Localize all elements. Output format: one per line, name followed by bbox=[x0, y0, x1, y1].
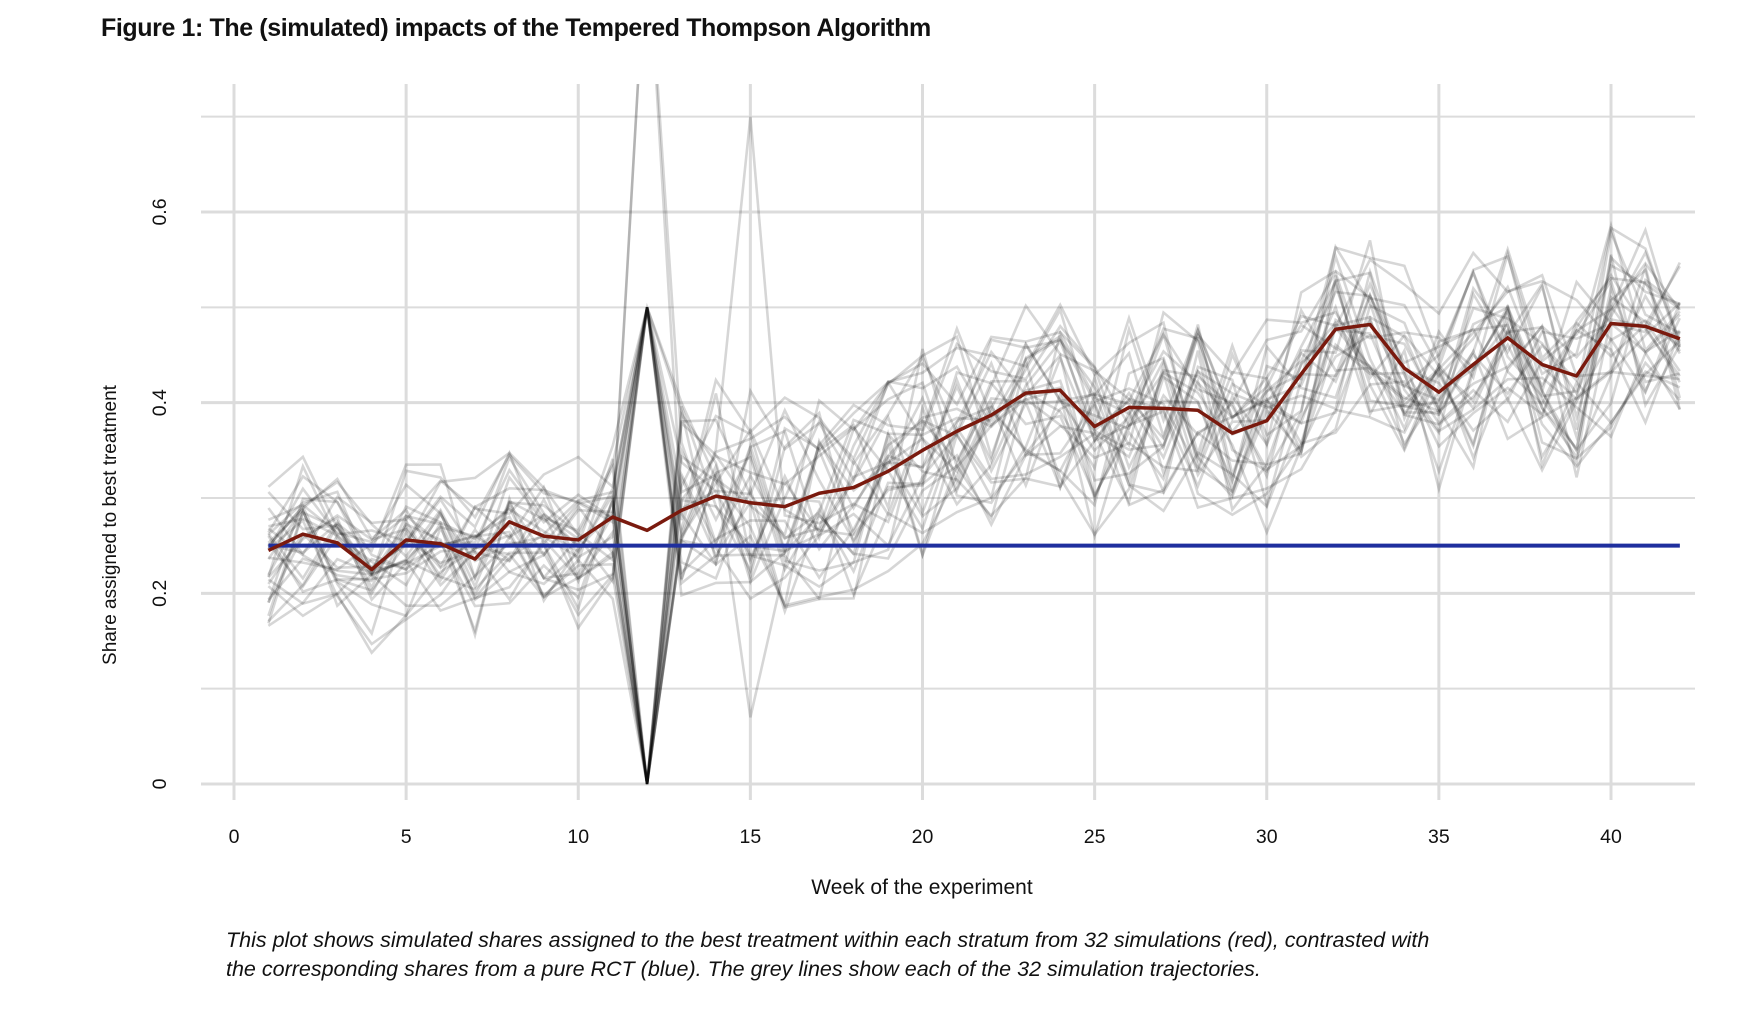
trajectory-line bbox=[267, 263, 1681, 636]
y-tick-label: 0.6 bbox=[149, 198, 171, 225]
trajectory-line bbox=[268, 225, 1682, 583]
caption-line: the corresponding shares from a pure RCT… bbox=[226, 957, 1261, 981]
trajectory-line bbox=[267, 84, 1681, 581]
series-lines bbox=[267, 321, 1681, 572]
line-chart: 0 5 10 15 20 25 30 35 40 0 0.2 0.4 0.6 Week of the … bbox=[100, 84, 1695, 899]
x-tick-label: 30 bbox=[1256, 826, 1278, 848]
trajectory-line bbox=[267, 324, 1681, 785]
trajectory-line bbox=[267, 262, 1681, 785]
figure-title: Figure 1: The (simulated) impacts of the… bbox=[101, 14, 931, 42]
trajectory-line bbox=[267, 306, 1681, 785]
y-tick-label: 0.4 bbox=[149, 389, 171, 416]
x-tick-label: 10 bbox=[567, 826, 589, 848]
trajectory-line bbox=[268, 266, 1681, 640]
trajectory-line bbox=[267, 248, 1681, 591]
trajectory-line bbox=[267, 116, 1681, 590]
trajectory-line bbox=[267, 282, 1681, 785]
x-tick-label: 25 bbox=[1084, 826, 1106, 848]
trajectory-line bbox=[267, 84, 1681, 569]
figure-caption: This plot shows simulated shares assigne… bbox=[226, 926, 1706, 984]
trajectory-line bbox=[267, 280, 1682, 785]
x-axis-ticks: 0 5 10 15 20 25 30 35 40 bbox=[229, 826, 1622, 848]
trajectory-line bbox=[267, 277, 1681, 785]
x-tick-label: 0 bbox=[229, 826, 240, 848]
trajectory-line bbox=[267, 272, 1681, 637]
x-tick-label: 20 bbox=[912, 826, 934, 848]
trajectory-line bbox=[267, 283, 1681, 785]
caption-line: This plot shows simulated shares assigne… bbox=[226, 928, 1430, 952]
trajectory-line bbox=[267, 278, 1681, 785]
x-tick-label: 40 bbox=[1600, 826, 1622, 848]
x-tick-label: 35 bbox=[1428, 826, 1450, 848]
trajectory-line bbox=[267, 293, 1681, 623]
x-tick-label: 5 bbox=[401, 826, 412, 848]
trajectory-line bbox=[267, 254, 1680, 579]
trajectory-line bbox=[267, 267, 1682, 785]
trajectory-line bbox=[267, 262, 1682, 785]
x-tick-label: 15 bbox=[740, 826, 762, 848]
y-axis-ticks: 0 0.2 0.4 0.6 bbox=[149, 198, 171, 789]
trajectory-line bbox=[267, 240, 1681, 785]
simulation-trajectories bbox=[267, 84, 1682, 785]
grid-lines bbox=[201, 84, 1695, 800]
y-tick-label: 0 bbox=[149, 778, 171, 789]
trajectory-line bbox=[267, 249, 1682, 785]
trajectory-line bbox=[267, 304, 1681, 609]
y-axis-label: Share assigned to best treatment bbox=[100, 384, 121, 665]
trajectory-line bbox=[267, 228, 1681, 785]
trajectory-line bbox=[267, 250, 1681, 557]
y-tick-label: 0.2 bbox=[149, 580, 171, 607]
trajectory-line bbox=[267, 254, 1681, 785]
x-axis-label: Week of the experiment bbox=[811, 876, 1033, 899]
mean-line bbox=[267, 321, 1681, 572]
